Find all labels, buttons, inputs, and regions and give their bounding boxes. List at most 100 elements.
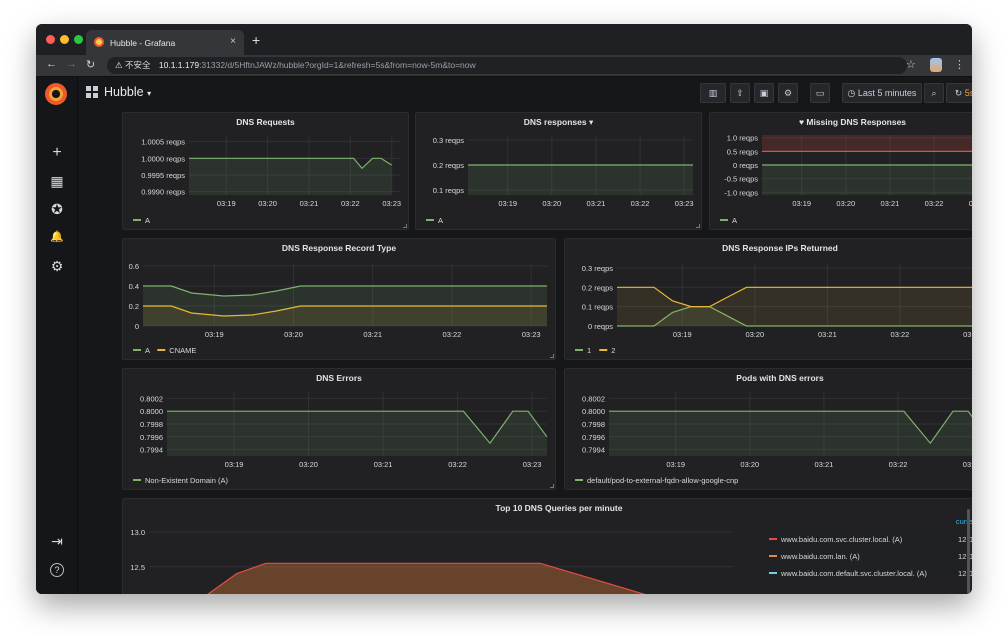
scrollbar[interactable] [967, 509, 970, 594]
x-tick-label: 03:22 [443, 330, 462, 339]
x-tick-label: 03:19 [673, 330, 692, 339]
legend-value: 12.000 [958, 535, 972, 544]
x-tick-label: 03:19 [792, 199, 811, 208]
y-tick-label: 0.7998 [140, 420, 163, 429]
legend-label: 2 [611, 346, 615, 355]
x-tick-label: 03:23 [963, 330, 972, 339]
panel-top10-queries[interactable]: Top 10 DNS Queries per minute 13.0 12.5 12… [122, 498, 972, 594]
x-tick-label: 03:21 [815, 460, 834, 469]
y-tick-label: 0 reqps [588, 322, 613, 331]
tv-mode-button[interactable]: ▭ [810, 83, 830, 103]
y-tick-label: 0.7994 [582, 446, 605, 455]
dashboard-area: Hubble ▾ ▥ ⇪ ▣ ⚙ ▭ ◷ Last 5 minutes ⌕ ↻ … [78, 77, 972, 594]
maximize-window-button[interactable] [74, 35, 83, 44]
url-input[interactable]: ⚠ 不安全 10.1.1.179:31332/d/5HftnJAWz/hubbl… [107, 57, 907, 74]
share-button[interactable]: ⇪ [730, 83, 750, 103]
panel-dns-errors[interactable]: DNS Errors 0.8002 0.8000 0.7998 0.7996 0.799… [122, 368, 556, 490]
grafana-logo-icon[interactable] [45, 83, 67, 105]
help-icon[interactable]: ? [50, 563, 64, 577]
zoom-out-button[interactable]: ⌕ [924, 83, 944, 103]
x-tick-label: 03:19 [225, 460, 244, 469]
series-area [189, 158, 392, 195]
y-tick-label: 0.7998 [582, 420, 605, 429]
y-tick-label: 1.0 reqps [727, 134, 759, 143]
x-tick-label: 03:21 [363, 330, 382, 339]
add-panel-button[interactable]: ▥ [700, 83, 726, 103]
browser-window: Hubble - Grafana × + ← → ↻ ⚠ 不安全 10.1.1.… [36, 24, 972, 594]
legend-name: www.baidu.com.lan. (A) [781, 552, 860, 561]
x-tick-label: 03:19 [217, 199, 236, 208]
series-area [762, 165, 972, 195]
forward-icon[interactable]: → [66, 58, 77, 70]
legend-label: A [145, 346, 150, 355]
panel-title: Pods with DNS errors [736, 373, 824, 383]
refresh-button[interactable]: ↻ 5s ▾ [946, 83, 972, 103]
x-tick-label: 03:23 [382, 199, 401, 208]
panel-title: DNS Errors [316, 373, 362, 383]
explore-icon[interactable]: ✪ [51, 201, 63, 217]
table-header-current[interactable]: current▾ [955, 517, 972, 526]
legend-value: 12.000 [958, 552, 972, 561]
plus-icon[interactable]: + [52, 144, 62, 161]
panel-dns-requests[interactable]: DNS Requests 1.0005 reqps 1.0000 reqps 0.9… [122, 112, 409, 230]
x-tick-label: 03:22 [448, 460, 467, 469]
browser-menu-icon[interactable]: ⋮ [954, 59, 965, 71]
chart-dns-responses: 0.3 reqps 0.2 reqps 0.1 reqps 03:19 03:20 03:… [426, 135, 694, 225]
tab-close-icon[interactable]: × [230, 36, 236, 47]
close-window-button[interactable] [46, 35, 55, 44]
legend-label: A [732, 216, 737, 225]
legend-row[interactable]: www.baidu.com.svc.cluster.local. (A) 12.… [763, 531, 972, 548]
minimize-window-button[interactable] [60, 35, 69, 44]
address-bar-row: ← → ↻ ⚠ 不安全 10.1.1.179:31332/d/5HftnJAWz… [36, 55, 972, 77]
panel-dns-responses[interactable]: DNS responses ▾ 0.3 reqps 0.2 reqps 0.1 re… [415, 112, 702, 230]
series-area [617, 287, 972, 326]
x-tick-label: 03:21 [374, 460, 393, 469]
dashboards-icon[interactable]: ▦ [50, 173, 64, 189]
x-tick-label: 03:23 [675, 199, 694, 208]
tab-bar: Hubble - Grafana × + [36, 24, 972, 55]
legend-row[interactable]: www.baidu.com.lan. (A) 12.000 [763, 548, 972, 565]
back-icon[interactable]: ← [46, 58, 57, 70]
legend-swatch [769, 572, 777, 574]
x-tick-label: 03:20 [740, 460, 759, 469]
dashboard-title[interactable]: Hubble ▾ [104, 85, 152, 99]
panel-title: DNS Response Record Type [281, 243, 397, 253]
legend-label: Non-Existent Domain (A) [145, 476, 228, 485]
panel-title: DNS Requests [236, 117, 295, 127]
y-tick-label: 0.7994 [140, 446, 163, 455]
extension-icon[interactable] [930, 58, 942, 72]
y-tick-label: 0.6 [129, 262, 139, 271]
browser-tab[interactable]: Hubble - Grafana × [86, 30, 244, 55]
y-tick-label: 0.4 [129, 282, 139, 291]
series-line [143, 305, 547, 317]
signin-icon[interactable]: ⇥ [51, 533, 63, 549]
panel-ips-returned[interactable]: DNS Response IPs Returned 0.3 reqps 0.2 r… [564, 238, 972, 360]
panel-missing-dns-responses[interactable]: ♥ Missing DNS Responses 1.0 reqps 0.5 req… [709, 112, 972, 230]
alerting-icon[interactable]: 🔔 [50, 231, 64, 243]
save-button[interactable]: ▣ [754, 83, 774, 103]
settings-button[interactable]: ⚙ [778, 83, 798, 103]
panel-record-type[interactable]: DNS Response Record Type 0.6 0.4 0.2 0 03:19… [122, 238, 556, 360]
y-tick-label: 0.8002 [140, 394, 163, 403]
x-tick-label: 03:23 [969, 199, 972, 208]
chart-top10-queries: 13.012.512.0 [130, 528, 733, 594]
y-tick-label: 0.8002 [582, 394, 605, 403]
grafana-favicon-icon [94, 37, 104, 47]
panel-pods-dns-errors[interactable]: Pods with DNS errors 0.8002 0.8000 0.7998 0… [564, 368, 972, 490]
reload-icon[interactable]: ↻ [86, 59, 96, 71]
y-tick-label: 0.8000 [140, 407, 163, 416]
x-tick-label: 03:22 [341, 199, 360, 208]
series-area [208, 563, 644, 594]
legend-row[interactable]: www.baidu.com.default.svc.cluster.local.… [763, 565, 972, 582]
x-tick-label: 03:20 [299, 460, 318, 469]
series-area [167, 411, 547, 456]
series-line [189, 157, 392, 170]
time-picker-button[interactable]: ◷ Last 5 minutes [842, 83, 922, 103]
x-tick-label: 03:19 [205, 330, 224, 339]
bookmark-star-icon[interactable]: ☆ [906, 59, 916, 71]
new-tab-button[interactable]: + [252, 32, 261, 48]
y-tick-label: 0.2 [129, 302, 139, 311]
series-line [617, 286, 972, 308]
refresh-interval: 5s [964, 88, 972, 98]
gear-icon[interactable]: ⚙ [50, 258, 64, 274]
